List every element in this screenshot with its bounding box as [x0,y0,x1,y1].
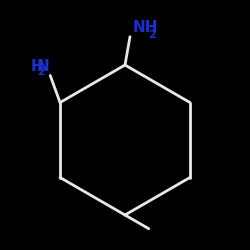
Text: 2: 2 [148,30,156,40]
Text: 2: 2 [37,68,45,78]
Text: H: H [31,59,44,74]
Text: N: N [36,59,49,74]
Text: NH: NH [132,20,158,36]
